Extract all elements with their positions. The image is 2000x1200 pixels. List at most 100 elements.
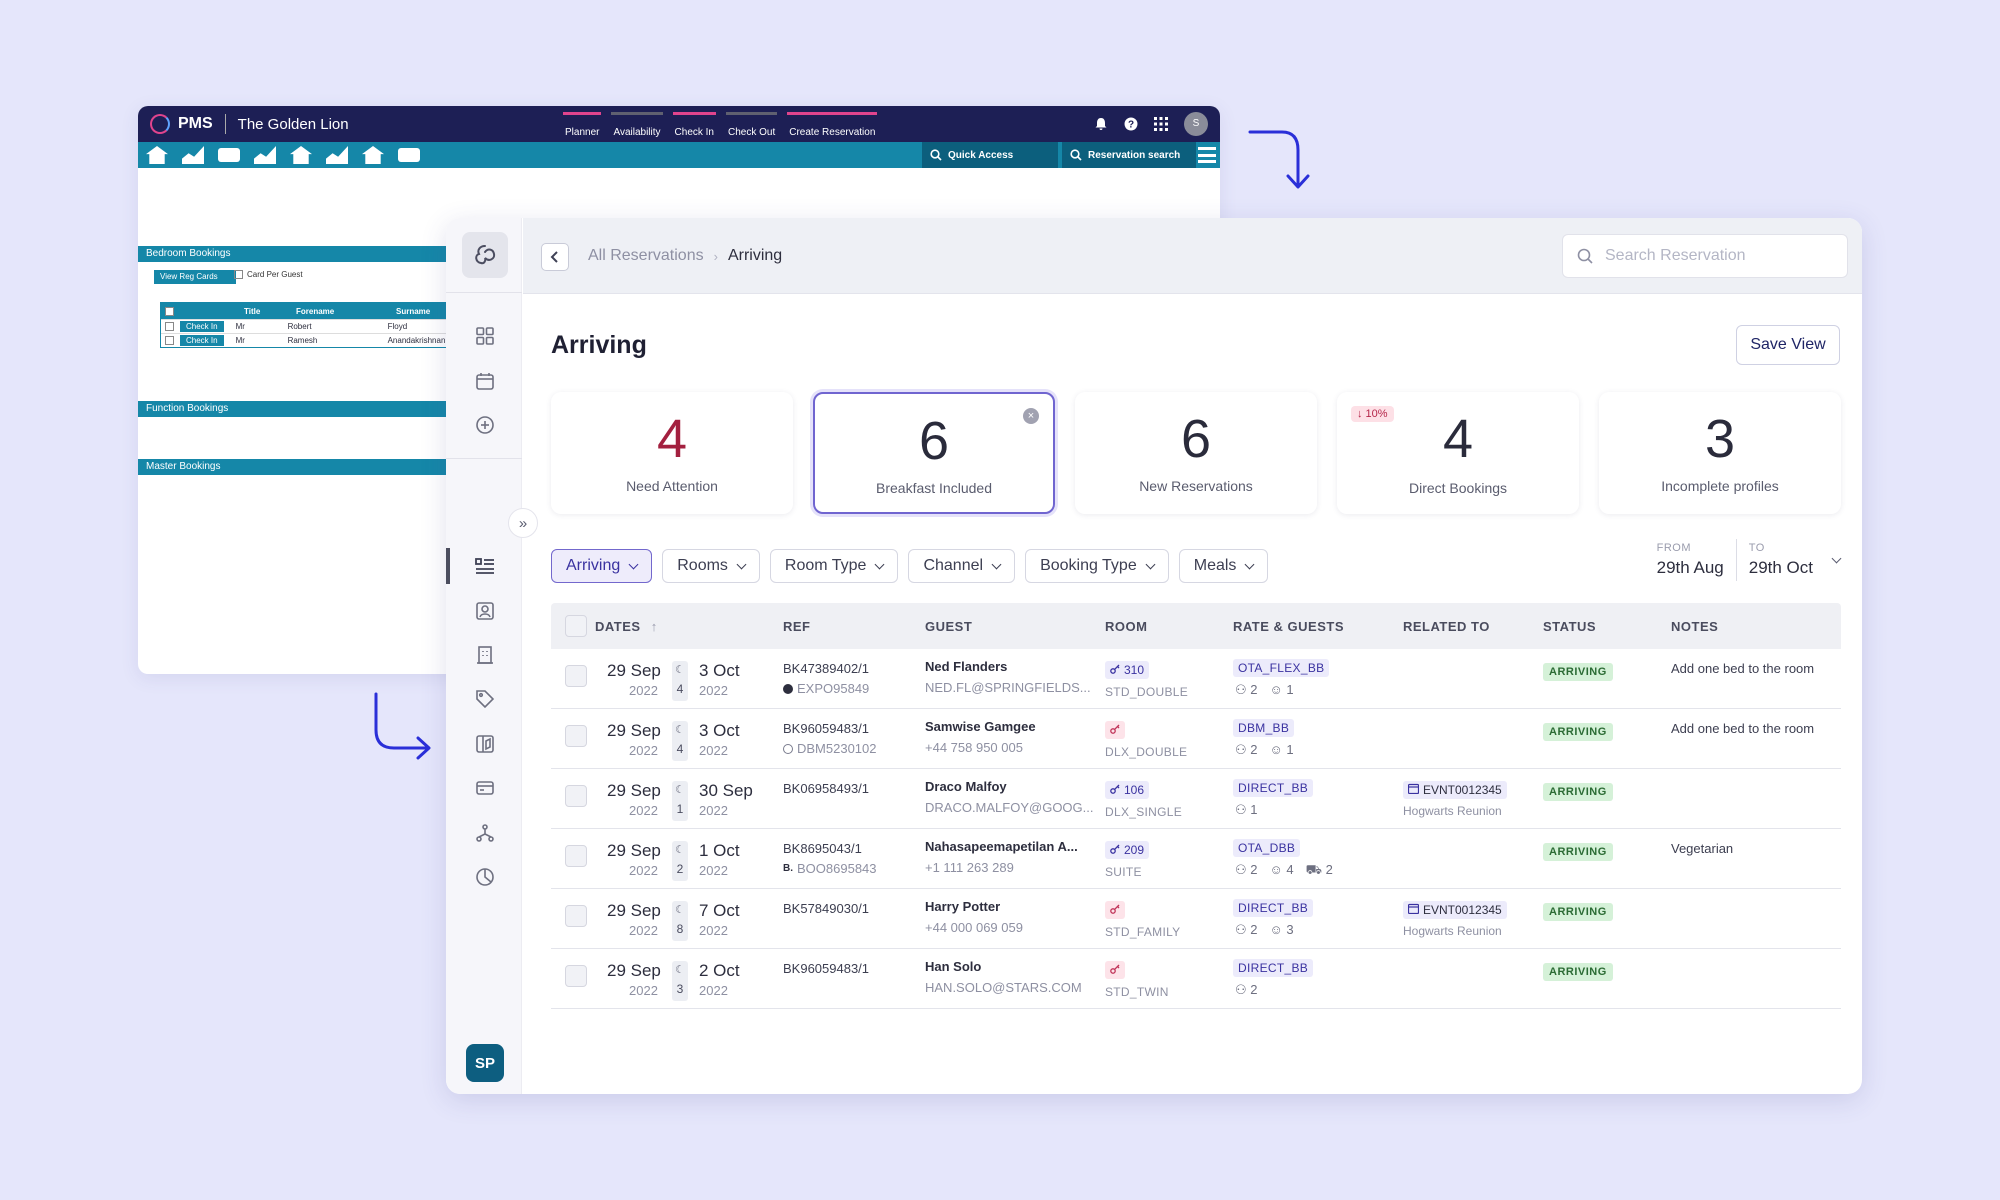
sunrise-icon[interactable] [182,146,204,164]
booking-ref[interactable]: BK96059483/1 [783,721,870,736]
chart-icon[interactable] [326,146,348,164]
guest-profile-icon[interactable] [474,600,496,622]
row-checkbox[interactable] [165,336,174,345]
related-event-badge[interactable]: EVNT0012345 [1403,901,1507,919]
gears-icon[interactable] [398,148,420,162]
back-button[interactable] [541,243,569,271]
view-reg-cards-button[interactable]: View Reg Cards [154,270,236,284]
booking-ref[interactable]: BK8695043/1 [783,841,862,856]
filter-arriving[interactable]: Arriving [551,549,653,583]
card-per-guest-checkbox[interactable] [234,270,243,279]
book-icon[interactable] [474,733,496,755]
guest-name[interactable]: Han Solo [925,959,982,974]
bank-icon[interactable] [362,146,384,164]
date-range-picker[interactable]: FROM 29th Aug TO 29th Oct [1645,539,1842,581]
guest-contact: NED.FL@SPRINGFIELDS... [925,680,1091,695]
filter-channel[interactable]: Channel [908,549,1016,583]
filter-room-type[interactable]: Room Type [769,549,899,583]
close-icon[interactable]: × [1023,408,1039,424]
nav-availability[interactable]: Availability [611,112,663,138]
section-function-bookings[interactable]: Function Bookings [138,401,448,417]
nav-check-out[interactable]: Check Out [726,112,778,138]
col-dates[interactable]: DATES ↑ [595,619,658,634]
table-row[interactable]: 29 Sep 2022 ☾ 4 3 Oct 2022 BK47389402/1 EXPO958… [551,649,1841,709]
arrival-date: 29 Sep [607,841,661,860]
nav-create-reservation[interactable]: Create Reservation [787,112,878,138]
guest-name[interactable]: Draco Malfoy [925,779,1007,794]
filter-rooms[interactable]: Rooms [662,549,760,583]
unassigned-room-badge[interactable] [1105,721,1125,739]
dining-icon[interactable] [254,146,276,164]
guest-name[interactable]: Harry Potter [925,899,1001,914]
building-icon[interactable] [474,644,496,666]
tag-icon[interactable] [474,688,496,710]
filter-meals[interactable]: Meals [1178,549,1269,583]
booking-ref[interactable]: BK96059483/1 [783,961,870,976]
booking-ref[interactable]: BK47389402/1 [783,661,870,676]
nav-planner[interactable]: Planner [563,112,602,138]
row-checkbox[interactable] [565,725,587,747]
user-avatar[interactable]: SP [466,1044,504,1082]
row-checkbox[interactable] [565,845,587,867]
card-per-guest-option[interactable]: Card Per Guest [234,270,303,279]
table-row[interactable]: 29 Sep 2022 ☾ 1 30 Sep 2022 BK06958493/1 Draco … [551,769,1841,829]
quick-access-button[interactable]: Quick Access [922,142,1058,168]
select-all-checkbox[interactable] [165,306,174,316]
booking-ref[interactable]: BK06958493/1 [783,781,870,796]
select-all-checkbox[interactable] [565,615,587,637]
table-row[interactable]: 29 Sep 2022 ☾ 8 7 Oct 2022 BK57849030/1 Harry P… [551,889,1841,949]
guest-name[interactable]: Nahasapeemapetilan A... [925,839,1078,854]
id-card-icon[interactable] [218,148,240,162]
guest-contact: HAN.SOLO@STARS.COM [925,980,1082,995]
credit-card-icon[interactable] [474,777,496,799]
section-bedroom-bookings[interactable]: Bedroom Bookings [138,246,448,262]
card-incomplete-profiles[interactable]: 3 Incomplete profiles [1599,392,1841,514]
table-row[interactable]: 29 Sep 2022 ☾ 2 1 Oct 2022 BK8695043/1 B. BOO869… [551,829,1841,889]
guest-counts: ⚇ 2 ☺ 3 [1235,922,1294,938]
dashboard-icon[interactable] [474,325,496,347]
row-checkbox[interactable] [565,965,587,987]
check-in-button[interactable]: Check In [180,335,224,346]
help-icon[interactable]: ? [1124,117,1138,131]
expand-sidebar-button[interactable]: » [508,508,538,538]
pie-chart-icon[interactable] [474,866,496,888]
nav-check-in[interactable]: Check In [672,112,716,138]
room-badge[interactable]: 209 [1105,841,1150,859]
home-icon[interactable] [146,146,168,164]
room-badge[interactable]: 310 [1105,661,1150,679]
filter-booking-type[interactable]: Booking Type [1025,549,1169,583]
save-view-button[interactable]: Save View [1736,325,1840,365]
guest-name[interactable]: Samwise Gamgee [925,719,1036,734]
menu-icon[interactable] [1198,147,1216,163]
row-checkbox[interactable] [565,665,587,687]
app-logo[interactable] [462,232,508,278]
card-breakfast-included[interactable]: × 6 Breakfast Included [813,392,1055,514]
breadcrumb-all-reservations[interactable]: All Reservations [588,247,704,264]
guest-name[interactable]: Ned Flanders [925,659,1008,674]
related-event-badge[interactable]: EVNT0012345 [1403,781,1507,799]
hierarchy-icon[interactable] [290,146,312,164]
booking-ref[interactable]: BK57849030/1 [783,901,870,916]
check-in-button[interactable]: Check In [180,321,224,332]
card-new-reservations[interactable]: 6 New Reservations [1075,392,1317,514]
search-reservation-input[interactable] [1605,247,1825,265]
reservations-list-icon[interactable] [474,555,496,577]
unassigned-room-badge[interactable] [1105,901,1125,919]
user-avatar[interactable]: S [1184,112,1208,136]
row-checkbox[interactable] [565,905,587,927]
network-icon[interactable] [474,822,496,844]
card-need-attention[interactable]: 4 Need Attention [551,392,793,514]
room-badge[interactable]: 106 [1105,781,1150,799]
table-row[interactable]: 29 Sep 2022 ☾ 3 2 Oct 2022 BK96059483/1 Han Sol… [551,949,1841,1009]
row-checkbox[interactable] [165,322,174,331]
calendar-icon[interactable] [474,370,496,392]
add-circle-icon[interactable] [474,414,496,436]
unassigned-room-badge[interactable] [1105,961,1125,979]
apps-grid-icon[interactable] [1154,117,1168,131]
table-row[interactable]: 29 Sep 2022 ☾ 4 3 Oct 2022 BK96059483/1 DBM5230… [551,709,1841,769]
card-direct-bookings[interactable]: ↓ 10% 4 Direct Bookings [1337,392,1579,514]
section-master-bookings[interactable]: Master Bookings [138,459,448,475]
bell-icon[interactable] [1094,117,1108,131]
reservation-search-button[interactable]: Reservation search [1062,142,1196,168]
row-checkbox[interactable] [565,785,587,807]
